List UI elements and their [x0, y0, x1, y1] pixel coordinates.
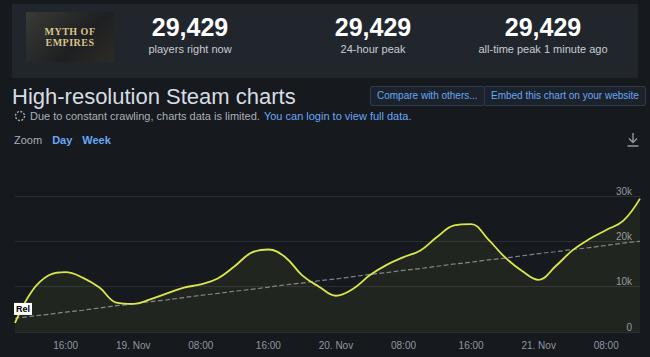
html-text:29,429: 29,429 — [334, 13, 412, 41]
html-text:Myth of Empires: Myth of Empires — [44, 26, 96, 48]
svg-text:16:00: 16:00 — [256, 340, 281, 351]
svg-text:08:00: 08:00 — [188, 340, 213, 351]
svg-text:08:00: 08:00 — [594, 340, 619, 351]
svg-text:16:00: 16:00 — [53, 340, 78, 351]
svg-text:Rel: Rel — [16, 304, 30, 314]
html-text:Week: Week — [82, 134, 111, 146]
html-text:Due to constant crawling, char: Due to constant crawling, charts data is… — [30, 110, 412, 122]
html-text:24-hour peak: 24-hour peak — [340, 43, 406, 55]
html-text:Day: Day — [52, 134, 73, 146]
svg-text:16:00: 16:00 — [459, 340, 484, 351]
svg-text:30k: 30k — [616, 186, 633, 197]
svg-text:21. Nov: 21. Nov — [521, 340, 555, 351]
html-text:players right now: players right now — [148, 43, 232, 55]
html-text:High-resolution Steam charts: High-resolution Steam charts — [12, 84, 296, 109]
svg-text:20. Nov: 20. Nov — [319, 340, 353, 351]
html-text:all-time peak 1 minute ago: all-time peak 1 minute ago — [478, 43, 608, 55]
html-text:Zoom: Zoom — [14, 134, 43, 146]
html-text:Compare with others...: Compare with others... — [377, 90, 478, 101]
html-text:29,429: 29,429 — [504, 13, 582, 41]
html-text:Embed this chart on your websi: Embed this chart on your website — [491, 90, 639, 101]
html-text:29,429: 29,429 — [151, 13, 229, 41]
svg-text:19. Nov: 19. Nov — [116, 340, 150, 351]
svg-text:08:00: 08:00 — [391, 340, 416, 351]
